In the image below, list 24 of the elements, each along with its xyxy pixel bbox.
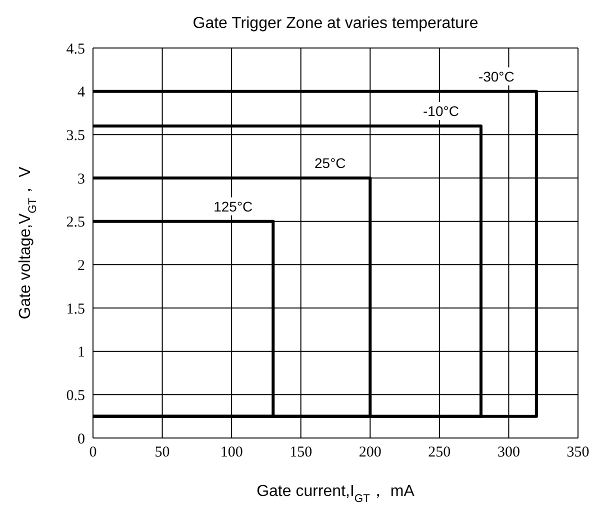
x-tick-label: 100 [220,444,243,461]
y-tick-label: 4 [78,84,86,101]
y-tick-label: 1 [78,344,85,361]
y-tick-label: 1.5 [66,301,85,318]
x-tick-label: 250 [428,444,451,461]
y-tick-label: 0 [78,431,85,448]
x-tick-label: 300 [497,444,520,461]
x-tick-label: 0 [89,444,97,461]
series-label: -30°C [478,68,514,84]
series-label: 25°C [314,155,346,171]
x-tick-label: 350 [566,444,590,461]
y-tick-label: 0.5 [66,388,85,404]
y-tick-label: 2.5 [66,214,85,231]
y-tick-label: 3 [78,171,85,188]
x-tick-label: 200 [358,444,382,461]
y-tick-label: 3.5 [66,128,85,144]
x-axis-title: Gate current,I$_{GT}$， mA [256,483,415,505]
x-tick-label: 50 [154,444,170,461]
chart-title: Gate Trigger Zone at varies temperature [192,15,478,32]
y-tick-label: 2 [78,258,85,274]
series-label: -10°C [423,103,459,119]
x-tick-label: 150 [290,444,312,461]
series-label: 125°C [214,198,253,214]
y-tick-label: 4.5 [66,41,85,58]
